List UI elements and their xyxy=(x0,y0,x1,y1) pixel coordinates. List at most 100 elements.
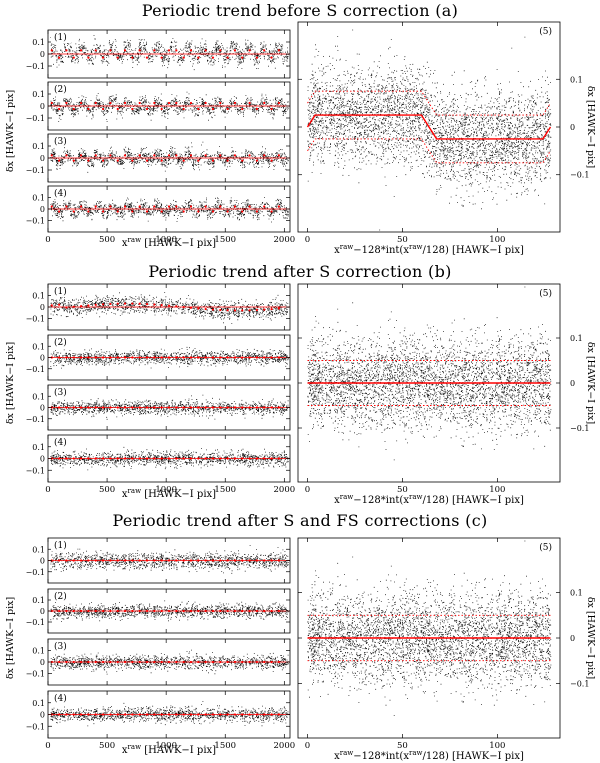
left-trend-dot-b-3-28 xyxy=(255,406,259,409)
panel-label-bg-b-3 xyxy=(51,387,71,398)
left-ytick-label-a-1-2: 0.1 xyxy=(32,38,45,47)
left-trend-dot-a-4-30 xyxy=(270,210,273,213)
left-trend-dot-c-2-19 xyxy=(189,609,193,613)
left-trend-dot-b-4-26 xyxy=(241,457,244,460)
left-trend-dot-a-1-14 xyxy=(153,49,156,52)
left-trend-dot-c-2-22 xyxy=(211,609,215,613)
left-trend-dot-a-1-23 xyxy=(219,49,222,52)
right-panel-a: −0.1 0 0.1 0 50 100 (5) δx [HAWK−I pix] xraw−128… xyxy=(297,21,596,256)
left-trend-dot-c-3-24 xyxy=(226,660,229,664)
left-xtick-label-a-2: 1000 xyxy=(155,235,177,245)
left-trend-dot-c-3-13 xyxy=(145,660,149,664)
left-trend-dot-a-4-23 xyxy=(219,205,222,208)
left-ylabel-b: δx [HAWK−I pix] xyxy=(5,342,16,424)
left-trend-dot-a-1-21 xyxy=(204,49,207,52)
left-trend-dot-a-2-22 xyxy=(211,107,215,111)
left-trend-dot-c-2-5 xyxy=(87,609,90,613)
left-trend-dot-a-4-21 xyxy=(204,205,207,208)
left-trend-dot-a-1-24 xyxy=(226,56,229,59)
left-trend-dot-b-1-12 xyxy=(138,302,141,305)
left-trend-dot-c-3-29 xyxy=(263,660,266,664)
left-trend-dot-c-1-1 xyxy=(58,559,61,562)
left-ytick-label-b-4-1: 0 xyxy=(40,455,45,464)
left-trend-dot-a-2-15 xyxy=(160,107,163,111)
left-trend-dot-a-1-11 xyxy=(131,56,134,59)
left-trend-dot-b-1-1 xyxy=(58,303,61,306)
left-trend-dot-a-3-6 xyxy=(94,154,97,157)
left-trend-dot-c-4-5 xyxy=(87,713,90,716)
left-trend-dot-a-3-22 xyxy=(211,159,215,162)
left-trend-dot-c-3-1 xyxy=(58,660,61,664)
left-point-cloud-b-1 xyxy=(50,292,289,324)
left-xtick-label-a-3: 1500 xyxy=(214,235,236,245)
left-trend-dot-b-4-25 xyxy=(233,457,237,460)
left-panel-b-4: −0.1 0 0.1 0 500 1000 1500 2000 (4) xyxy=(26,434,295,495)
left-trend-dot-a-1-19 xyxy=(189,49,193,52)
left-trend-dot-a-1-7 xyxy=(101,56,105,59)
left-xtick-label-b-2: 1000 xyxy=(155,485,177,495)
left-trend-dot-b-3-2 xyxy=(65,406,68,409)
left-trend-dot-c-1-26 xyxy=(241,559,244,562)
left-panel-c-3: −0.1 0 0.1 (3) xyxy=(26,638,291,686)
left-xtick-label-a-0: 0 xyxy=(45,235,50,245)
left-trend-dot-a-4-14 xyxy=(153,205,156,208)
left-trend-dot-a-2-7 xyxy=(101,107,105,111)
left-trend-dot-a-1-18 xyxy=(182,56,185,59)
left-trend-dot-b-2-23 xyxy=(219,356,222,359)
left-trend-dot-b-2-7 xyxy=(101,356,105,359)
left-trend-dot-a-2-16 xyxy=(167,101,171,105)
left-trend-dot-c-2-12 xyxy=(138,609,141,613)
left-trend-dot-b-1-20 xyxy=(197,307,200,310)
panel-label-c-1: (1) xyxy=(54,540,67,551)
left-panel-b-2: −0.1 0 0.1 (2) xyxy=(26,334,291,381)
left-trend-dot-b-1-11 xyxy=(131,302,134,305)
left-trend-dot-b-3-26 xyxy=(241,406,244,409)
right-xtick-label-b-0: 0 xyxy=(305,485,310,495)
left-trend-dot-b-4-6 xyxy=(94,457,97,460)
left-trend-dot-b-1-22 xyxy=(211,308,215,311)
left-trend-dot-c-3-7 xyxy=(101,660,105,664)
left-trend-dot-a-4-10 xyxy=(123,205,127,208)
left-ytick-label-c-2-0: −0.1 xyxy=(26,618,45,627)
left-trend-dot-b-1-17 xyxy=(175,305,178,308)
left-panel-a-2: −0.1 0 0.1 (2) xyxy=(26,81,291,131)
left-trend-dot-c-1-6 xyxy=(94,559,97,562)
right-ylabel-a: δx [HAWK−I pix] xyxy=(585,86,596,168)
left-trend-dot-c-2-30 xyxy=(270,609,273,613)
left-ytick-label-c-4-2: 0.1 xyxy=(32,699,45,708)
left-trend-dot-a-4-0 xyxy=(50,205,53,208)
left-point-cloud-a-1 xyxy=(50,35,289,71)
panel-label-bg-b-1 xyxy=(51,286,71,297)
section-b-title: Periodic trend after S correction (b) xyxy=(148,262,452,281)
left-trend-dot-a-1-16 xyxy=(167,49,171,52)
right-panel-label-bg-b xyxy=(534,287,556,299)
left-ytick-label-b-3-0: −0.1 xyxy=(26,415,45,424)
left-trend-dot-b-1-9 xyxy=(116,302,119,305)
left-trend-dot-a-4-28 xyxy=(255,210,259,213)
right-ytick-label-a-2: 0.1 xyxy=(570,75,583,84)
left-trend-dot-a-4-6 xyxy=(94,205,97,208)
left-trend-dot-c-3-10 xyxy=(123,660,127,664)
left-point-cloud-a-2 xyxy=(50,91,289,122)
left-trend-dot-a-2-12 xyxy=(138,101,141,105)
left-trend-dot-b-4-2 xyxy=(65,457,68,460)
left-trend-dot-c-4-11 xyxy=(131,713,134,716)
left-trend-dot-c-4-19 xyxy=(189,713,193,716)
right-panel-label-bg-a xyxy=(534,25,556,37)
left-trend-dot-c-3-18 xyxy=(182,660,185,664)
panel-label-bg-c-4 xyxy=(51,693,71,704)
left-trend-dot-b-1-31 xyxy=(277,307,280,310)
left-trend-dot-c-4-20 xyxy=(197,713,200,716)
left-trend-dot-c-2-31 xyxy=(277,609,280,613)
right-xtick-label-a-1: 50 xyxy=(397,235,408,245)
left-trend-dot-a-2-17 xyxy=(175,101,178,105)
left-trend-dot-c-1-13 xyxy=(145,559,149,562)
left-trend-dot-c-1-7 xyxy=(101,559,105,562)
left-panel-c-4: −0.1 0 0.1 0 500 1000 1500 2000 (4) xyxy=(26,690,295,751)
right-xtick-label-b-1: 50 xyxy=(397,485,408,495)
left-trend-dot-b-1-21 xyxy=(204,307,207,311)
left-trend-dot-b-2-6 xyxy=(94,356,97,359)
left-xtick-label-c-1: 500 xyxy=(99,741,115,751)
left-trend-dot-c-3-28 xyxy=(255,660,259,664)
